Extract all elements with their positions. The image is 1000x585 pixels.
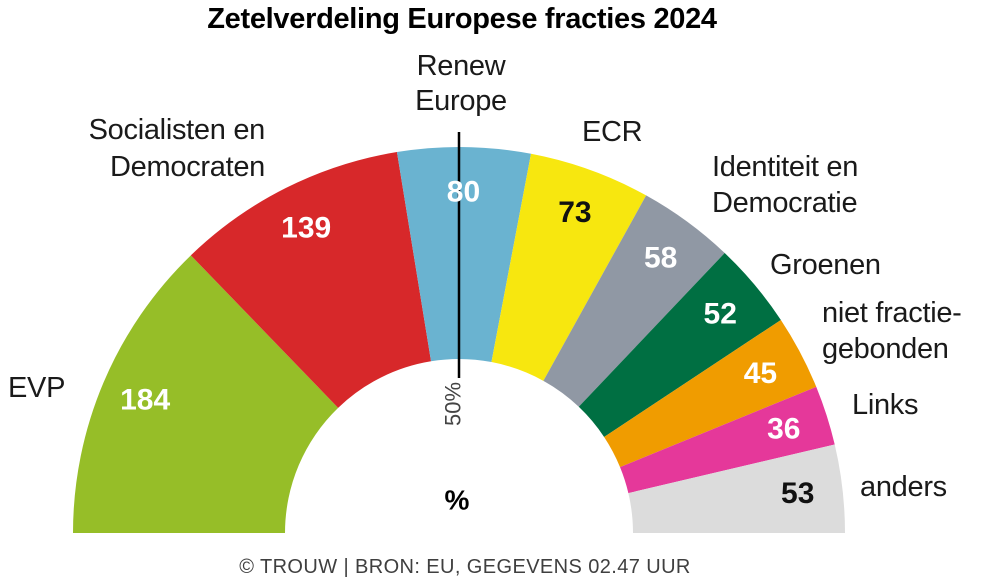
value-identiteit-en-democratie: 58 [644,242,677,275]
label-ecr: ECR [582,116,643,148]
label-niet-fractiegebonden: niet fractie- gebonden [822,297,962,365]
source-credit: © TROUW | BRON: EU, GEGEVENS 02.47 UUR [239,556,691,578]
label-anders: anders [860,471,947,503]
value-renew-europe: 80 [447,176,480,209]
value-evp: 184 [120,383,170,416]
segment-ecr [491,153,647,381]
value-anders: 53 [781,477,814,510]
segment-niet-fractie-gebonden [604,319,817,468]
label-links: Links [852,389,919,421]
label-groenen: Groenen [770,249,881,281]
segment-anders [628,444,845,533]
segment-renew-europe [396,146,531,363]
segment-socialisten-en-democraten [190,152,432,408]
label-socialisten-en-democraten: Socialisten en Democraten [88,114,266,183]
value-niet-fractie-gebonden: 45 [744,357,777,390]
segment-identiteit-en-democratie [543,195,725,407]
center-percent-label: % [445,485,470,516]
chart-title: Zetelverdeling Europese fracties 2024 [207,3,717,35]
label-renew-europe: Renew Europe [415,50,507,117]
segment-evp [73,255,339,533]
value-ecr: 73 [558,196,591,229]
label-evp: EVP [8,372,66,404]
label-identiteit-en-democratie: Identiteit en Democratie [712,151,859,219]
fifty-percent-label: 50% [441,382,466,426]
value-groenen: 52 [704,297,737,330]
segment-links [620,386,835,494]
segment-groenen [578,253,781,437]
value-links: 36 [767,413,800,446]
value-socialisten-en-democraten: 139 [281,212,331,245]
